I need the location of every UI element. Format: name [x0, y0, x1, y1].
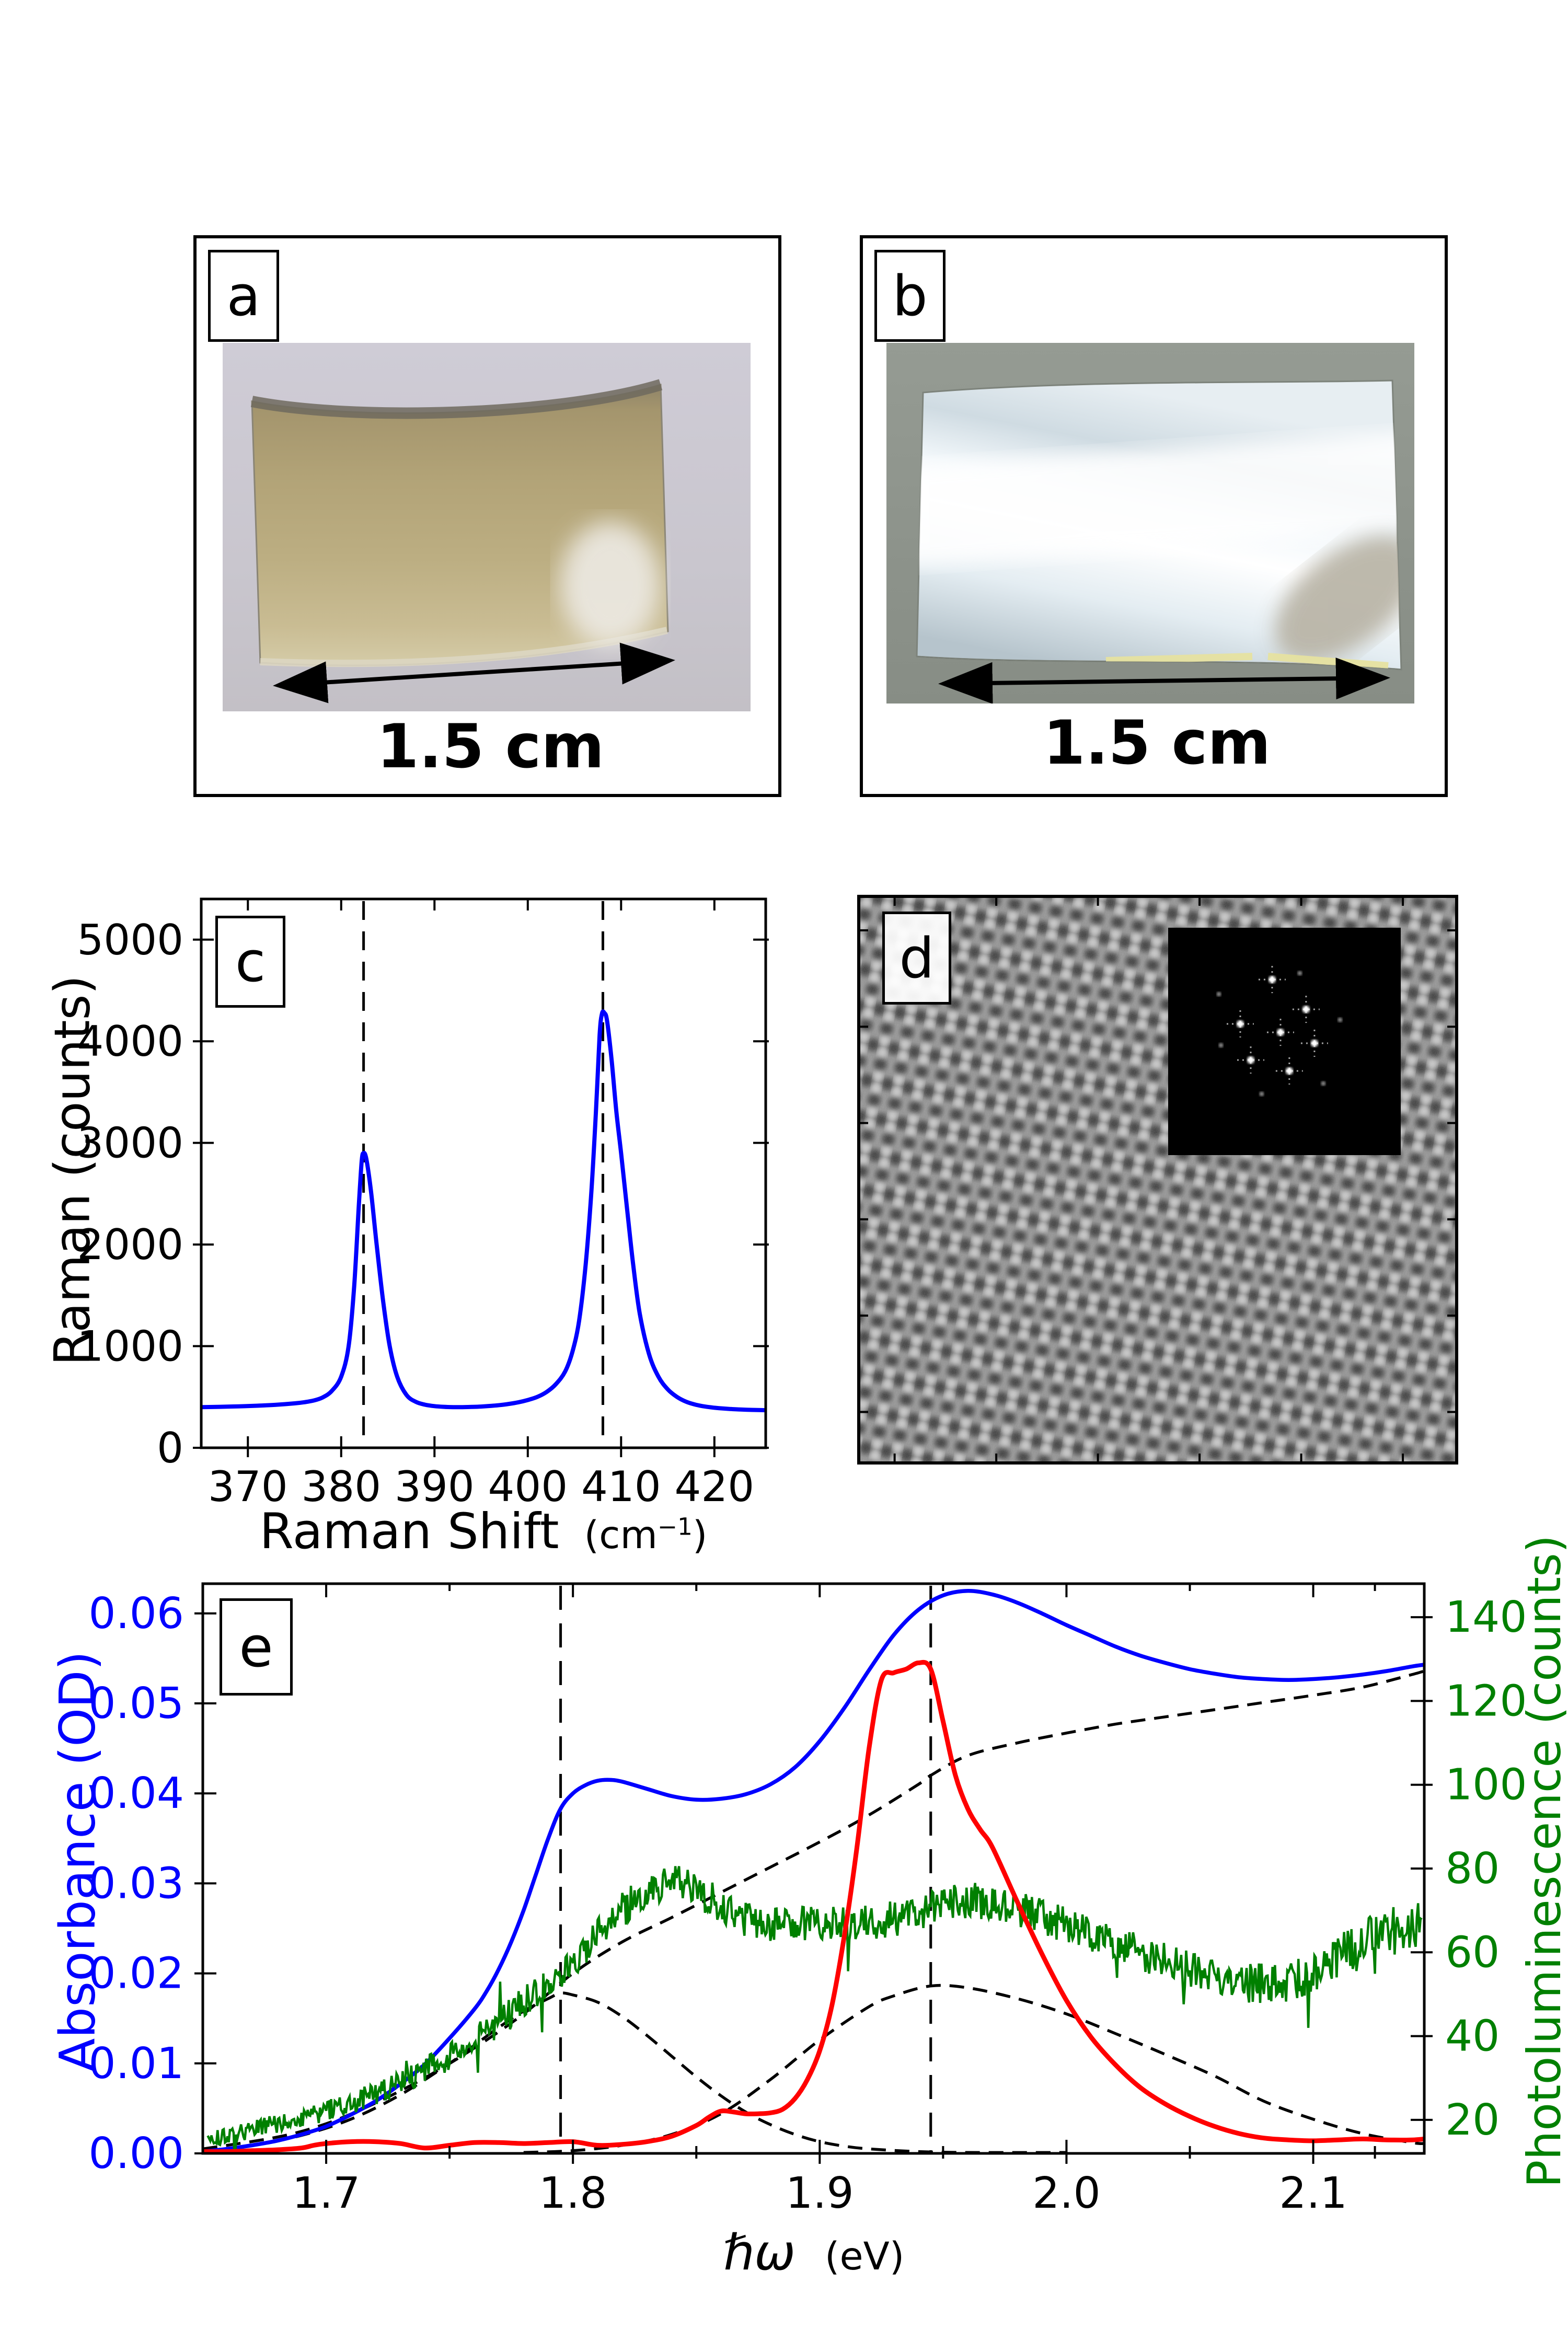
- panel-b-letter: b: [892, 263, 928, 328]
- panel-d: d: [857, 895, 1458, 1465]
- svg-text:420: 420: [674, 1462, 754, 1511]
- scale-arrow-a: [273, 642, 675, 704]
- svg-text:80: 80: [1445, 1844, 1500, 1894]
- svg-text:1.8: 1.8: [539, 2169, 607, 2218]
- sample-photo-b: [886, 343, 1414, 704]
- sample-b-finger-shadow: [1274, 536, 1401, 662]
- svg-text:410: 410: [581, 1462, 661, 1511]
- panel-e-label: e: [220, 1598, 293, 1696]
- svg-text:1.7: 1.7: [292, 2169, 360, 2218]
- svg-text:20: 20: [1445, 2095, 1500, 2145]
- fft-diffraction-spots: [1216, 966, 1343, 1097]
- svg-text:40: 40: [1445, 2012, 1500, 2061]
- svg-text:140: 140: [1445, 1593, 1527, 1642]
- svg-text:2.0: 2.0: [1032, 2169, 1100, 2218]
- panel-e-letter: e: [239, 1615, 273, 1679]
- fit-peak-1795: [203, 1991, 1067, 2153]
- optical-axes-frame: [201, 1582, 1426, 2155]
- panel-c-letter: c: [235, 929, 266, 994]
- svg-text:120: 120: [1445, 1676, 1527, 1726]
- svg-text:100: 100: [1445, 1760, 1527, 1810]
- panel-d-label: d: [882, 912, 951, 1005]
- photoluminescence-broad: [206, 1866, 1423, 2153]
- sample-b-glare-band: [917, 430, 1401, 569]
- optical-axis-ticks: [194, 1584, 1433, 2164]
- absorbance-y-axis-title: Absorbance (OD): [49, 1651, 107, 2072]
- fit-background: [203, 1669, 1424, 2151]
- pl-sharp-red: [203, 1659, 1424, 2153]
- absorbance: [203, 1589, 1424, 2153]
- scale-arrow-b: [938, 658, 1390, 704]
- panel-d-letter: d: [899, 926, 935, 990]
- raman-axes-frame: [200, 897, 767, 1449]
- panel-a-label: a: [208, 250, 279, 342]
- panel-b-box: b: [860, 235, 1448, 797]
- raman-x-axis-title: Raman Shift (cm−1): [259, 1503, 708, 1560]
- scale-text-a: 1.5 cm: [376, 711, 605, 782]
- sample-a-top-edge: [250, 379, 663, 419]
- svg-text:0: 0: [157, 1424, 183, 1472]
- fit-peak-1945: [523, 1984, 1424, 2153]
- optical-spectra-plot: 1.7 1.8 1.9 2.0 2.10.000.010.020.030.040.050…: [88, 1582, 1527, 2218]
- sample-a-reflection: [560, 522, 661, 647]
- scale-text-b: 1.5 cm: [1043, 708, 1271, 778]
- svg-text:2.1: 2.1: [1279, 2169, 1347, 2218]
- panel-b-label: b: [874, 250, 946, 342]
- energy-x-axis-title: ℏω (eV): [723, 2224, 905, 2281]
- photoluminescence-y-axis-title: Photoluminescence (counts): [1517, 1535, 1568, 2188]
- panel-c-label: c: [215, 916, 285, 1008]
- image-border: [857, 895, 1458, 1465]
- sample-photo-a: [223, 343, 751, 711]
- panel-a-letter: a: [226, 263, 261, 328]
- svg-text:60: 60: [1445, 1928, 1500, 1977]
- fft-inset: [1168, 928, 1401, 1155]
- panel-a-box: a 1.5 cm: [193, 235, 781, 797]
- raman-spectrum: [201, 1009, 766, 1413]
- svg-text:1.9: 1.9: [786, 2169, 854, 2218]
- tem-image: [857, 895, 1458, 1465]
- raman-y-axis-title: Raman (counts): [44, 975, 101, 1366]
